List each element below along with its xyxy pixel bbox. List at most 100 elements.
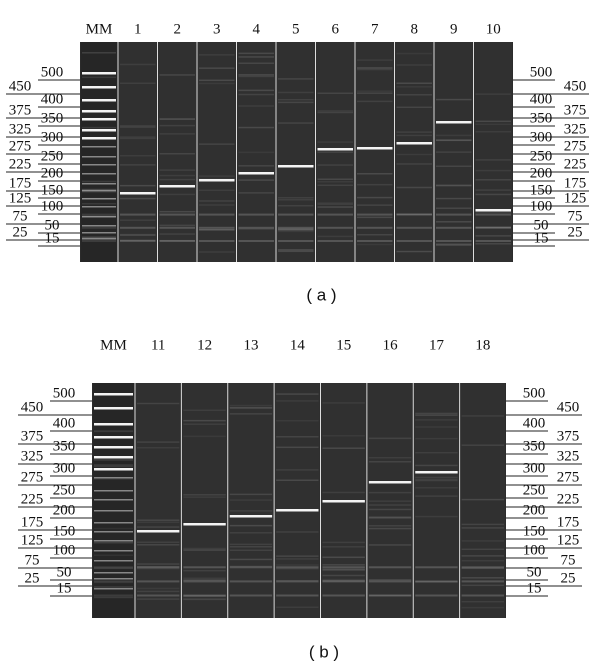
smear: [94, 459, 133, 461]
product-band: [436, 121, 472, 124]
smear: [368, 437, 412, 440]
smear: [461, 415, 504, 417]
lane: [158, 42, 196, 262]
smear: [278, 249, 314, 251]
product-band: [199, 179, 235, 182]
smear: [229, 510, 273, 512]
ladder-label-right: 125: [564, 190, 587, 206]
smear: [415, 426, 458, 428]
ladder-band: [94, 510, 133, 512]
product-band: [229, 515, 273, 518]
smear: [82, 191, 116, 194]
smear: [475, 179, 511, 181]
primer-band: [317, 226, 353, 229]
smear: [357, 68, 393, 71]
ladder-band: [82, 173, 116, 175]
lane-label: 6: [332, 21, 340, 37]
ladder-label-left: 275: [21, 469, 44, 485]
ladder-label-right: 225: [557, 491, 580, 507]
primer-band: [368, 594, 412, 597]
smear: [229, 413, 273, 415]
ladder-label-right: 75: [568, 208, 583, 224]
smear: [94, 581, 133, 584]
product-band: [137, 530, 180, 533]
ladder-label-left: 100: [41, 198, 64, 214]
smear: [322, 435, 365, 437]
smear: [415, 515, 458, 518]
smear: [82, 197, 116, 200]
primer-band: [461, 580, 504, 583]
smear: [159, 118, 195, 120]
lane: [367, 383, 413, 618]
smear: [199, 251, 235, 253]
product-band: [159, 185, 195, 188]
smear: [396, 153, 432, 156]
smear: [183, 549, 226, 551]
smear: [229, 493, 273, 496]
smear: [183, 423, 226, 425]
lane-label: 13: [243, 337, 258, 353]
smear: [82, 52, 116, 54]
primer-band: [82, 240, 116, 242]
smear: [436, 244, 472, 246]
smear: [229, 565, 273, 568]
ladder-band: [94, 578, 133, 580]
ladder-label-left: 325: [9, 121, 32, 137]
smear: [276, 564, 319, 566]
ladder-band: [82, 238, 116, 240]
ladder-label-right: 275: [557, 469, 580, 485]
smear: [396, 52, 432, 55]
smear: [120, 63, 156, 66]
smear: [461, 555, 504, 557]
ladder-label-left: 175: [21, 514, 44, 530]
lane-label: 16: [383, 337, 399, 353]
primer-band: [357, 226, 393, 229]
smear: [461, 498, 504, 501]
ladder-label-left: 50: [45, 217, 60, 233]
ladder-label-left: 125: [21, 532, 44, 548]
smear: [322, 447, 365, 449]
smear: [137, 567, 180, 570]
ladder-band: [94, 468, 133, 471]
smear: [436, 243, 472, 245]
smear: [276, 446, 319, 449]
ladder-band: [82, 99, 116, 102]
ladder-band: [82, 198, 116, 200]
smear: [461, 527, 504, 529]
ladder-label-left: 300: [53, 460, 76, 476]
smear: [322, 568, 365, 570]
lane: [198, 42, 236, 262]
ladder-label-left: 450: [9, 78, 32, 94]
smear: [368, 508, 412, 511]
smear: [137, 544, 180, 546]
smear: [357, 90, 393, 92]
ladder-label-left: 150: [53, 523, 76, 539]
ladder-label-left: 25: [25, 570, 40, 586]
lane-label: 11: [151, 337, 165, 353]
smear: [317, 151, 353, 153]
ladder-label-left: 175: [9, 175, 32, 191]
smear: [120, 82, 156, 85]
ladder-band: [94, 490, 133, 492]
smear: [229, 499, 273, 501]
ladder-label-right: 450: [557, 399, 580, 415]
smear: [183, 494, 226, 496]
smear: [159, 178, 195, 181]
smear: [278, 229, 314, 231]
product-band: [238, 172, 274, 175]
ladder-label-left: 275: [9, 138, 32, 154]
smear: [82, 215, 116, 217]
smear: [199, 82, 235, 85]
ladder-band: [94, 531, 133, 533]
ladder-band: [82, 129, 116, 132]
ladder-band: [82, 183, 116, 185]
smear: [475, 243, 511, 245]
smear: [120, 137, 156, 140]
smear: [276, 419, 319, 422]
smear: [199, 200, 235, 202]
ladder-label-right: 15: [534, 230, 549, 246]
product-band: [322, 500, 365, 503]
lane-label: MM: [100, 337, 127, 353]
smear: [94, 430, 133, 433]
